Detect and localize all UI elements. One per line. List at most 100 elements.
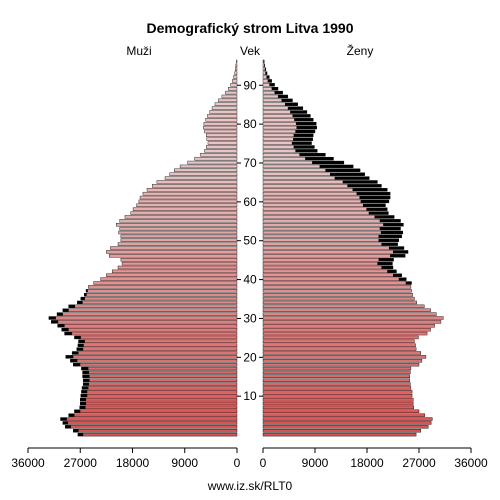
male-bar-age-48 (110, 246, 238, 250)
female-bar-age-21 (262, 351, 421, 355)
center-axis-label: Vek (240, 44, 261, 58)
age-axis: 10 20 30 40 50 60 70 80 90 (237, 78, 263, 403)
female-bar-age-31 (262, 312, 437, 316)
female-surplus-age-89 (271, 87, 279, 91)
male-bar-age-28 (57, 324, 238, 328)
female-bar-age-6 (262, 409, 420, 413)
female-bar-age-19 (262, 359, 423, 363)
male-bar-age-24 (78, 339, 238, 344)
right-series-label: Ženy (347, 43, 374, 58)
male-bar-age-89 (228, 87, 238, 91)
male-bar-age-87 (221, 94, 238, 99)
male-bar-age-63 (146, 188, 238, 192)
male-bar-age-93 (234, 71, 238, 75)
female-surplus-age-71 (305, 157, 334, 161)
male-bar-age-34 (77, 300, 238, 305)
male-x-tick-label-0: 0 (234, 456, 241, 470)
female-surplus-age-39 (405, 281, 412, 285)
male-bar-age-14 (82, 378, 238, 382)
male-surplus-age-1 (73, 429, 79, 433)
male-bar-age-84 (211, 106, 238, 110)
female-bar-age-25 (262, 335, 419, 340)
male-bar-age-75 (207, 141, 238, 145)
male-x-tick-label-27000: 27000 (64, 456, 98, 470)
male-bar-age-79 (203, 125, 238, 130)
male-surplus-age-28 (57, 324, 65, 328)
chart-title: Demografický strom Litva 1990 (147, 20, 354, 36)
age-tick-label-40: 40 (243, 273, 257, 287)
male-bar-age-5 (68, 413, 238, 417)
male-bar-age-55 (119, 219, 238, 223)
female-surplus-age-73 (295, 149, 318, 153)
female-bar-age-67 (262, 172, 365, 176)
female-surplus-age-91 (267, 79, 272, 83)
male-bar-age-1 (73, 429, 238, 433)
female-surplus-age-54 (383, 223, 404, 227)
male-bar-age-40 (100, 277, 238, 281)
male-bar-age-33 (68, 304, 238, 309)
female-surplus-age-56 (374, 215, 395, 219)
female-surplus-age-75 (291, 141, 312, 145)
male-bar-age-3 (62, 421, 238, 425)
female-x-tick-label-9000: 9000 (302, 456, 329, 470)
female-surplus-age-61 (359, 196, 391, 200)
male-bar-age-59 (136, 203, 238, 207)
female-bar-age-42 (262, 269, 397, 274)
female-surplus-age-74 (293, 145, 315, 149)
female-bar-age-22 (262, 347, 417, 351)
male-x-axis: 0 9000 18000 27000 36000 (11, 447, 241, 470)
female-bar-age-38 (262, 285, 412, 289)
female-surplus-age-45 (378, 258, 394, 262)
female-bar-age-28 (262, 324, 435, 328)
female-surplus-age-72 (299, 153, 326, 157)
female-bar-age-26 (262, 331, 428, 336)
female-bar-age-24 (262, 339, 415, 344)
female-bar-age-8 (262, 401, 414, 406)
male-bar-age-35 (80, 296, 238, 301)
female-bar-age-20 (262, 355, 427, 359)
female-bar-age-45 (262, 258, 394, 262)
female-surplus-age-82 (292, 114, 311, 118)
male-surplus-age-24 (78, 339, 85, 343)
female-surplus-age-90 (269, 83, 275, 87)
male-bar-age-6 (74, 409, 238, 413)
female-bar-age-23 (262, 343, 416, 347)
male-surplus-age-3 (62, 421, 69, 425)
age-tick-label-30: 30 (243, 311, 257, 325)
male-bar-age-80 (203, 121, 238, 126)
male-surplus-age-29 (51, 320, 59, 324)
male-bar-age-46 (109, 254, 238, 258)
female-bar-age-2 (262, 425, 429, 429)
male-surplus-age-20 (65, 355, 74, 359)
female-bar-age-14 (262, 378, 410, 382)
male-bar-age-22 (76, 347, 238, 351)
female-surplus-age-84 (287, 106, 303, 110)
male-bar-age-62 (142, 191, 238, 196)
age-tick-label-20: 20 (243, 350, 257, 364)
male-bar-age-43 (117, 265, 238, 270)
female-bar-age-46 (262, 254, 406, 258)
male-surplus-age-18 (73, 363, 81, 367)
male-bar-age-92 (233, 75, 238, 79)
female-bar-age-13 (262, 382, 411, 386)
female-bar-age-9 (262, 397, 414, 402)
male-surplus-age-21 (72, 351, 79, 355)
male-bar-age-15 (82, 374, 238, 379)
male-bar-age-20 (65, 355, 238, 359)
male-bar-age-65 (156, 180, 238, 184)
male-bar-age-29 (51, 320, 238, 324)
male-bar-age-74 (206, 145, 238, 149)
male-bar-age-51 (120, 234, 238, 239)
male-bar-age-0 (77, 432, 238, 437)
male-bar-age-77 (206, 133, 238, 138)
male-bar-age-7 (79, 405, 238, 410)
female-surplus-age-87 (278, 94, 288, 98)
female-bar-age-16 (262, 370, 411, 375)
male-bar-age-82 (207, 114, 238, 118)
female-bar-age-0 (262, 432, 417, 437)
male-surplus-age-25 (74, 335, 81, 339)
female-bar-age-15 (262, 374, 410, 379)
female-x-tick-label-0: 0 (260, 456, 267, 470)
female-bar-age-49 (262, 242, 398, 246)
female-surplus-age-42 (387, 269, 397, 273)
